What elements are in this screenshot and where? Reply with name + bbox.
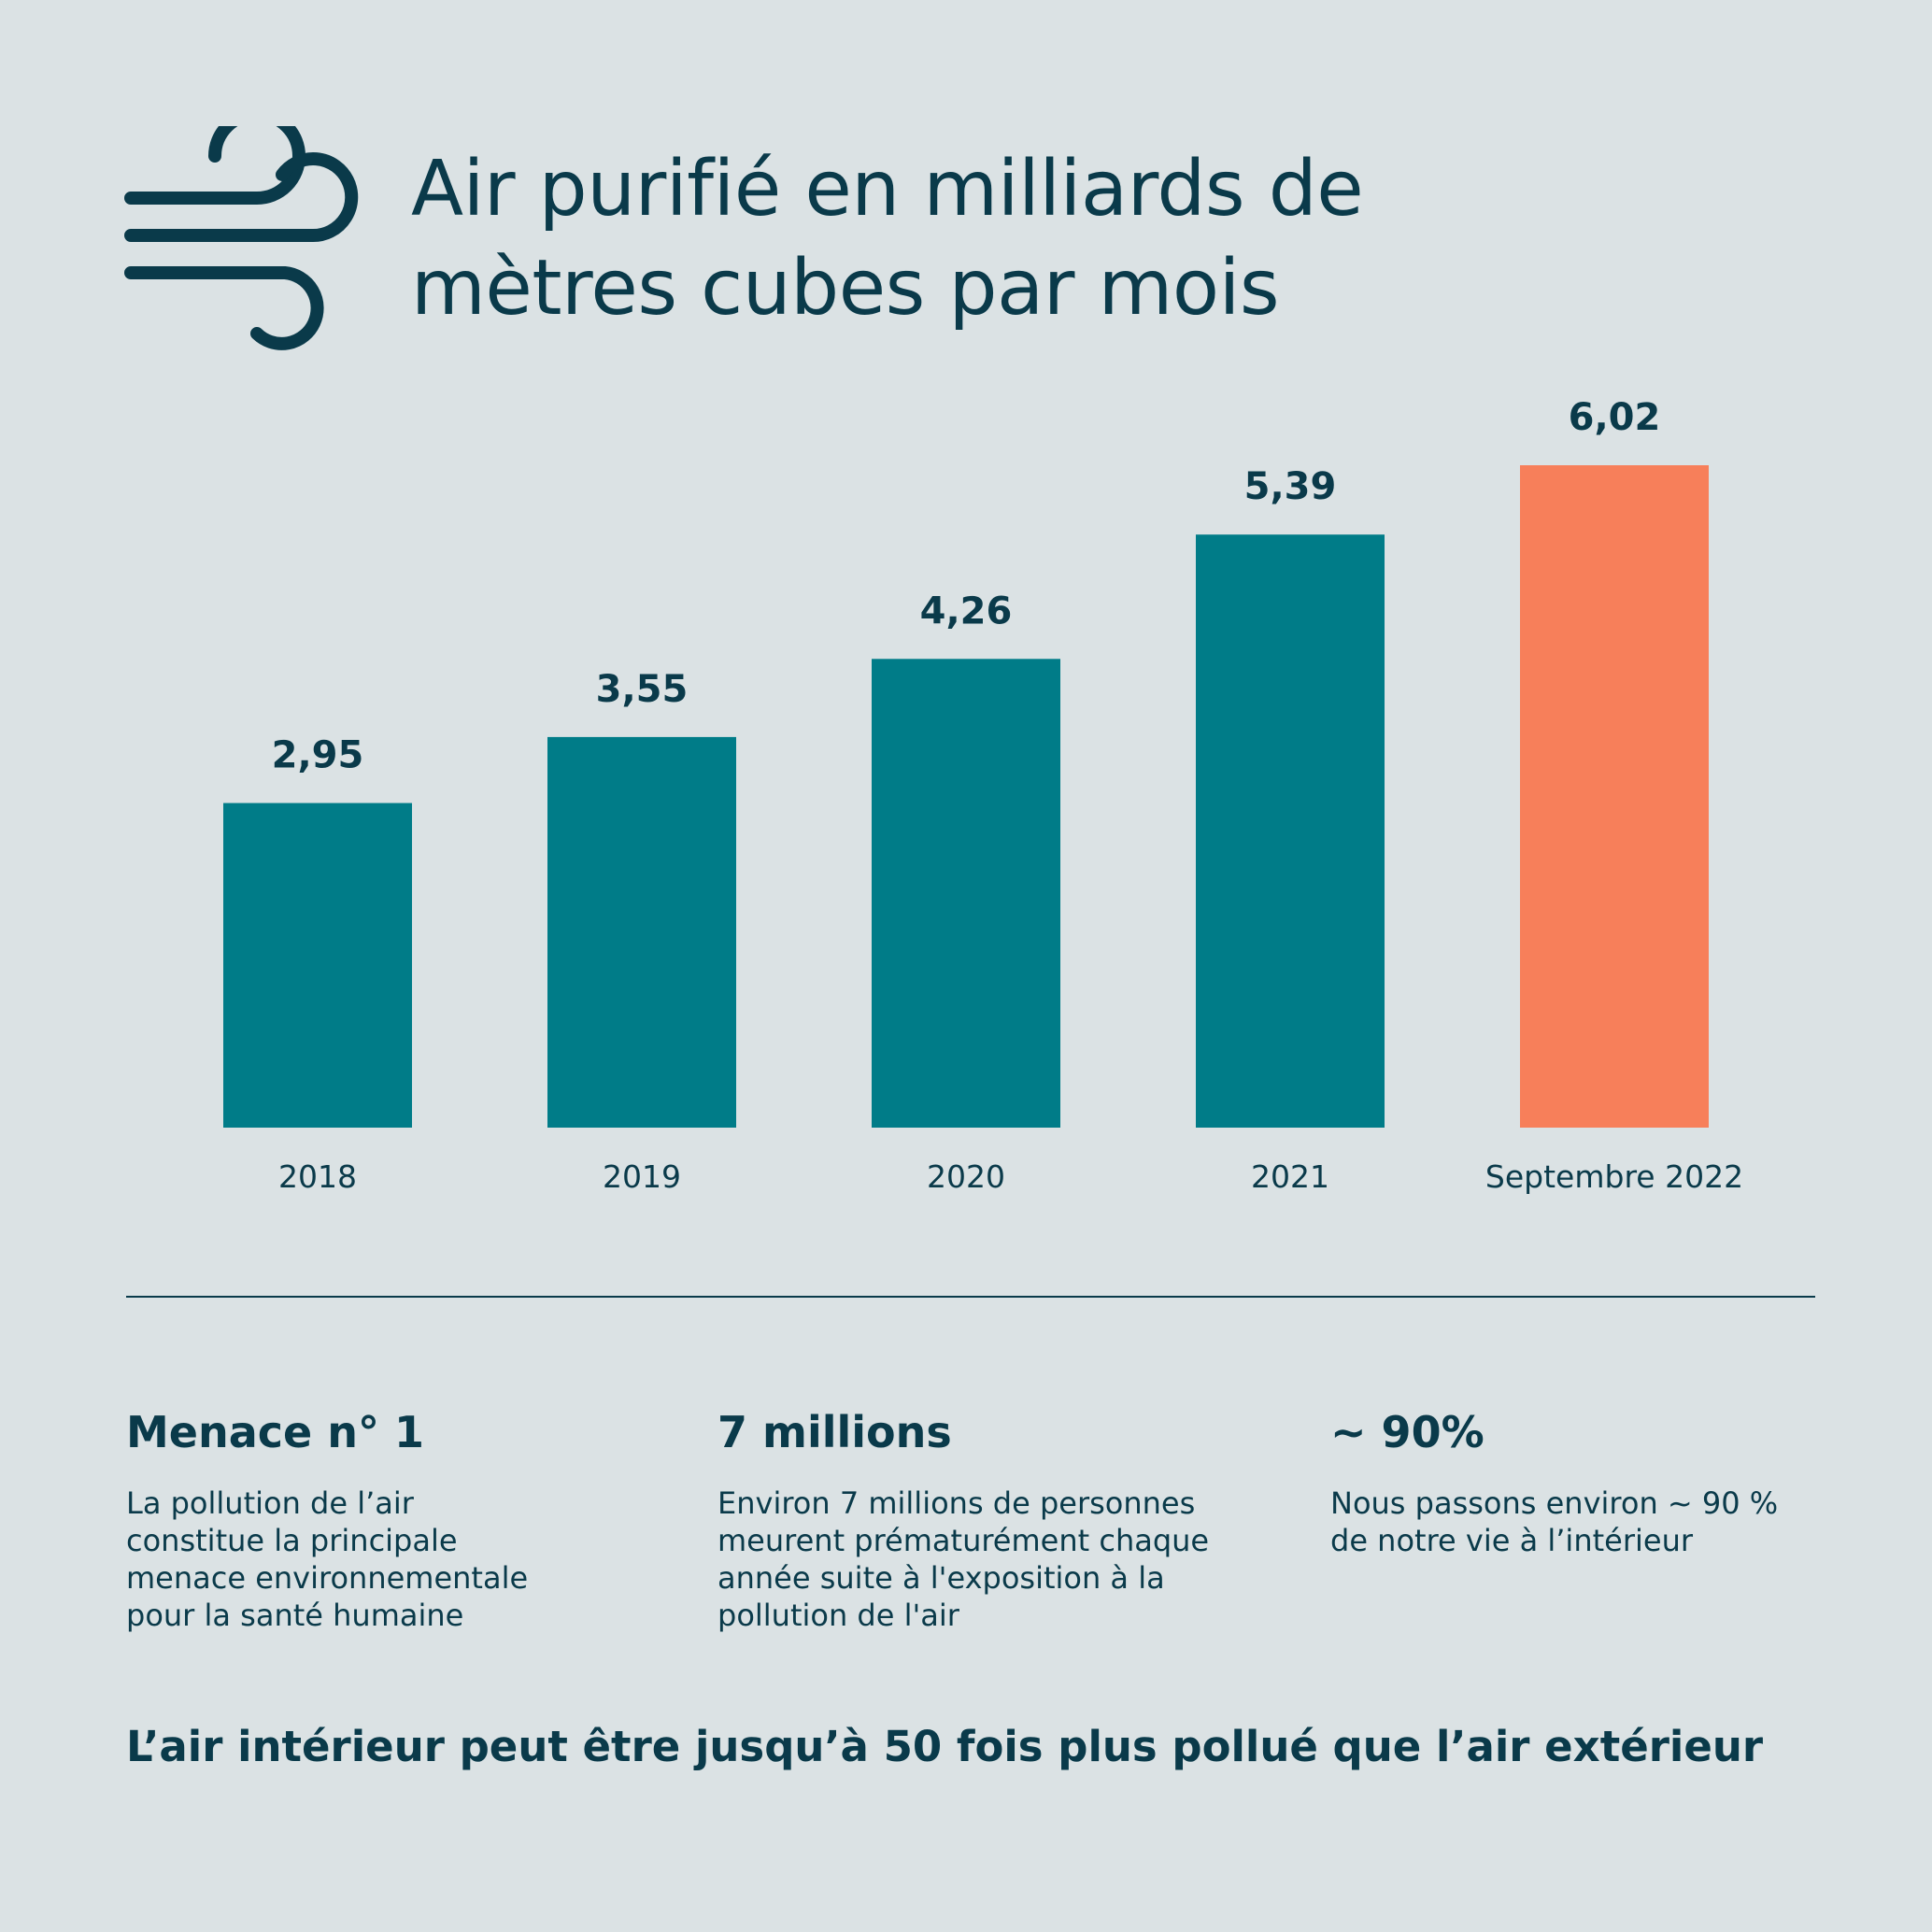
bar-2020 [872, 659, 1060, 1128]
stat-indoor-time: ~ 90% Nous passons environ ~ 90 % de not… [1330, 1406, 1854, 1559]
stat-threat-line: menace environnementale [126, 1560, 529, 1596]
chart-title: Air purifié en milliards de mètres cubes… [411, 140, 1719, 338]
stat-threat-line: constitue la principale [126, 1523, 458, 1558]
stat-deaths-text: Environ 7 millions de personnes meurent … [717, 1485, 1241, 1634]
category-label: 2021 [1251, 1158, 1329, 1195]
stat-indoor-time-line: Nous passons environ ~ 90 % [1330, 1485, 1779, 1521]
bar-2019 [547, 736, 736, 1128]
bar-value-label: 5,39 [1244, 465, 1337, 508]
stat-deaths-line: année suite à l'exposition à la [717, 1560, 1165, 1596]
stat-deaths-line: pollution de l'air [717, 1598, 959, 1633]
stat-indoor-time-text: Nous passons environ ~ 90 % de notre vie… [1330, 1485, 1854, 1559]
stat-deaths-line: meurent prématurément chaque [717, 1523, 1210, 1558]
stat-threat-line: pour la santé humaine [126, 1598, 464, 1633]
footer-statement: L’air intérieur peut être jusqu’à 50 foi… [126, 1722, 1764, 1771]
bar-value-label: 4,26 [920, 590, 1013, 632]
chart-title-line-2: mètres cubes par mois [411, 244, 1280, 333]
stat-deaths-title: 7 millions [717, 1407, 952, 1457]
bar-2018 [223, 803, 412, 1128]
category-label: 2020 [927, 1158, 1005, 1195]
stat-threat: Menace n° 1 La pollution de l’air consti… [126, 1406, 649, 1634]
category-label: Septembre 2022 [1485, 1158, 1743, 1195]
stat-indoor-time-title: ~ 90% [1330, 1407, 1485, 1457]
stat-indoor-time-line: de notre vie à l’intérieur [1330, 1523, 1693, 1558]
stat-deaths: 7 millions Environ 7 millions de personn… [717, 1406, 1241, 1634]
category-label: 2019 [603, 1158, 681, 1195]
wind-icon [124, 126, 359, 350]
bar-value-label: 6,02 [1569, 396, 1661, 439]
stat-threat-title: Menace n° 1 [126, 1407, 425, 1457]
bar-value-label: 3,55 [596, 668, 689, 711]
bar-chart: 2,95 2018 3,55 2019 4,26 2020 5,39 2021 6,02 Sept… [223, 396, 1743, 1195]
bar-2021 [1196, 534, 1385, 1128]
stat-threat-text: La pollution de l’air constitue la princ… [126, 1485, 649, 1634]
stat-threat-line: La pollution de l’air [126, 1485, 414, 1521]
category-label: 2018 [278, 1158, 357, 1195]
stat-deaths-line: Environ 7 millions de personnes [717, 1485, 1196, 1521]
bar-septembre-2022 [1520, 465, 1709, 1128]
divider [126, 1296, 1815, 1298]
bar-value-label: 2,95 [272, 734, 364, 777]
chart-title-line-1: Air purifié en milliards de [411, 145, 1364, 234]
